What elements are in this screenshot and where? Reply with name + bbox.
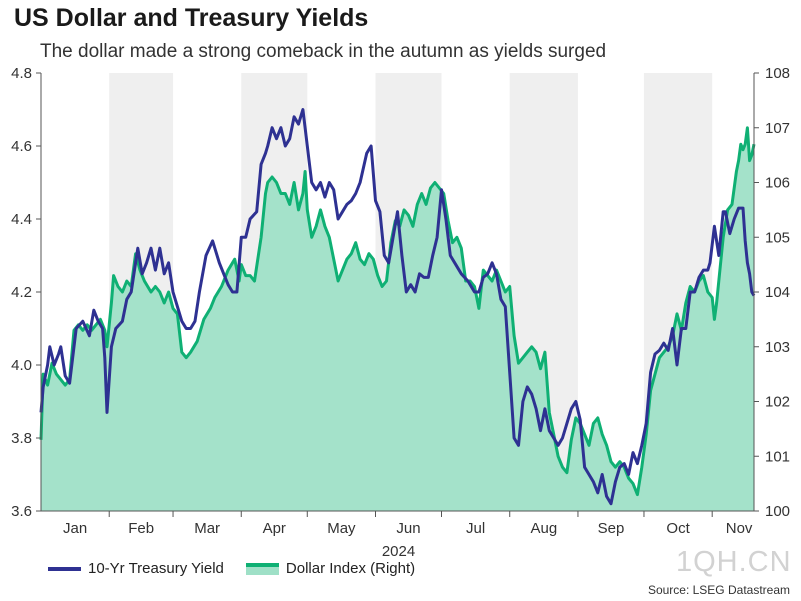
x-tick-label: Sep xyxy=(598,520,625,537)
right-tick-label: 100 xyxy=(765,503,790,520)
right-tick-label: 106 xyxy=(765,175,790,192)
watermark-text: 1QH.CN xyxy=(676,546,792,578)
chart-title: US Dollar and Treasury Yields xyxy=(14,4,369,32)
left-tick-label: 4.6 xyxy=(11,138,32,155)
right-tick-label: 104 xyxy=(765,284,790,301)
x-tick-label: Jun xyxy=(396,520,420,537)
x-tick-label: Feb xyxy=(128,520,154,537)
source-note: Source: LSEG Datastream xyxy=(647,583,790,597)
right-tick-label: 108 xyxy=(765,65,790,82)
legend-label-yield: 10-Yr Treasury Yield xyxy=(88,560,224,577)
right-tick-label: 105 xyxy=(765,229,790,246)
left-tick-label: 4.2 xyxy=(11,284,32,301)
left-tick-label: 4.4 xyxy=(11,211,32,228)
x-tick-label: Nov xyxy=(726,520,753,537)
right-tick-label: 101 xyxy=(765,448,790,465)
x-tick-label: May xyxy=(327,520,356,537)
dollar-index-area xyxy=(41,127,754,512)
x-tick-label: Aug xyxy=(530,520,557,537)
legend-item-dollar[interactable]: Dollar Index (Right) xyxy=(245,560,416,577)
dollar-index-line xyxy=(39,126,756,497)
left-tick-label: 4.8 xyxy=(11,65,32,82)
chart-subtitle: The dollar made a strong comeback in the… xyxy=(40,41,607,62)
x-tick-label: Mar xyxy=(194,520,220,537)
left-tick-label: 3.6 xyxy=(11,503,32,520)
legend-swatch-yield xyxy=(48,566,81,571)
legend: 10-Yr Treasury Yield Dollar Index (Right… xyxy=(48,560,437,577)
x-tick-label: Oct xyxy=(666,520,690,537)
right-tick-label: 107 xyxy=(765,120,790,137)
x-tick-label: Jan xyxy=(63,520,87,537)
right-tick-label: 103 xyxy=(765,339,790,356)
right-tick-label: 102 xyxy=(765,394,790,411)
x-tick-label: Jul xyxy=(466,520,485,537)
legend-label-dollar: Dollar Index (Right) xyxy=(285,560,416,577)
legend-item-yield[interactable]: 10-Yr Treasury Yield xyxy=(48,560,224,577)
x-axis-title: 2024 xyxy=(382,543,415,560)
treasury-yield-line xyxy=(39,108,756,506)
x-tick-label: Apr xyxy=(263,520,286,537)
left-tick-label: 4.0 xyxy=(11,357,32,374)
left-tick-label: 3.8 xyxy=(11,430,32,447)
legend-swatch-dollar xyxy=(245,562,279,575)
